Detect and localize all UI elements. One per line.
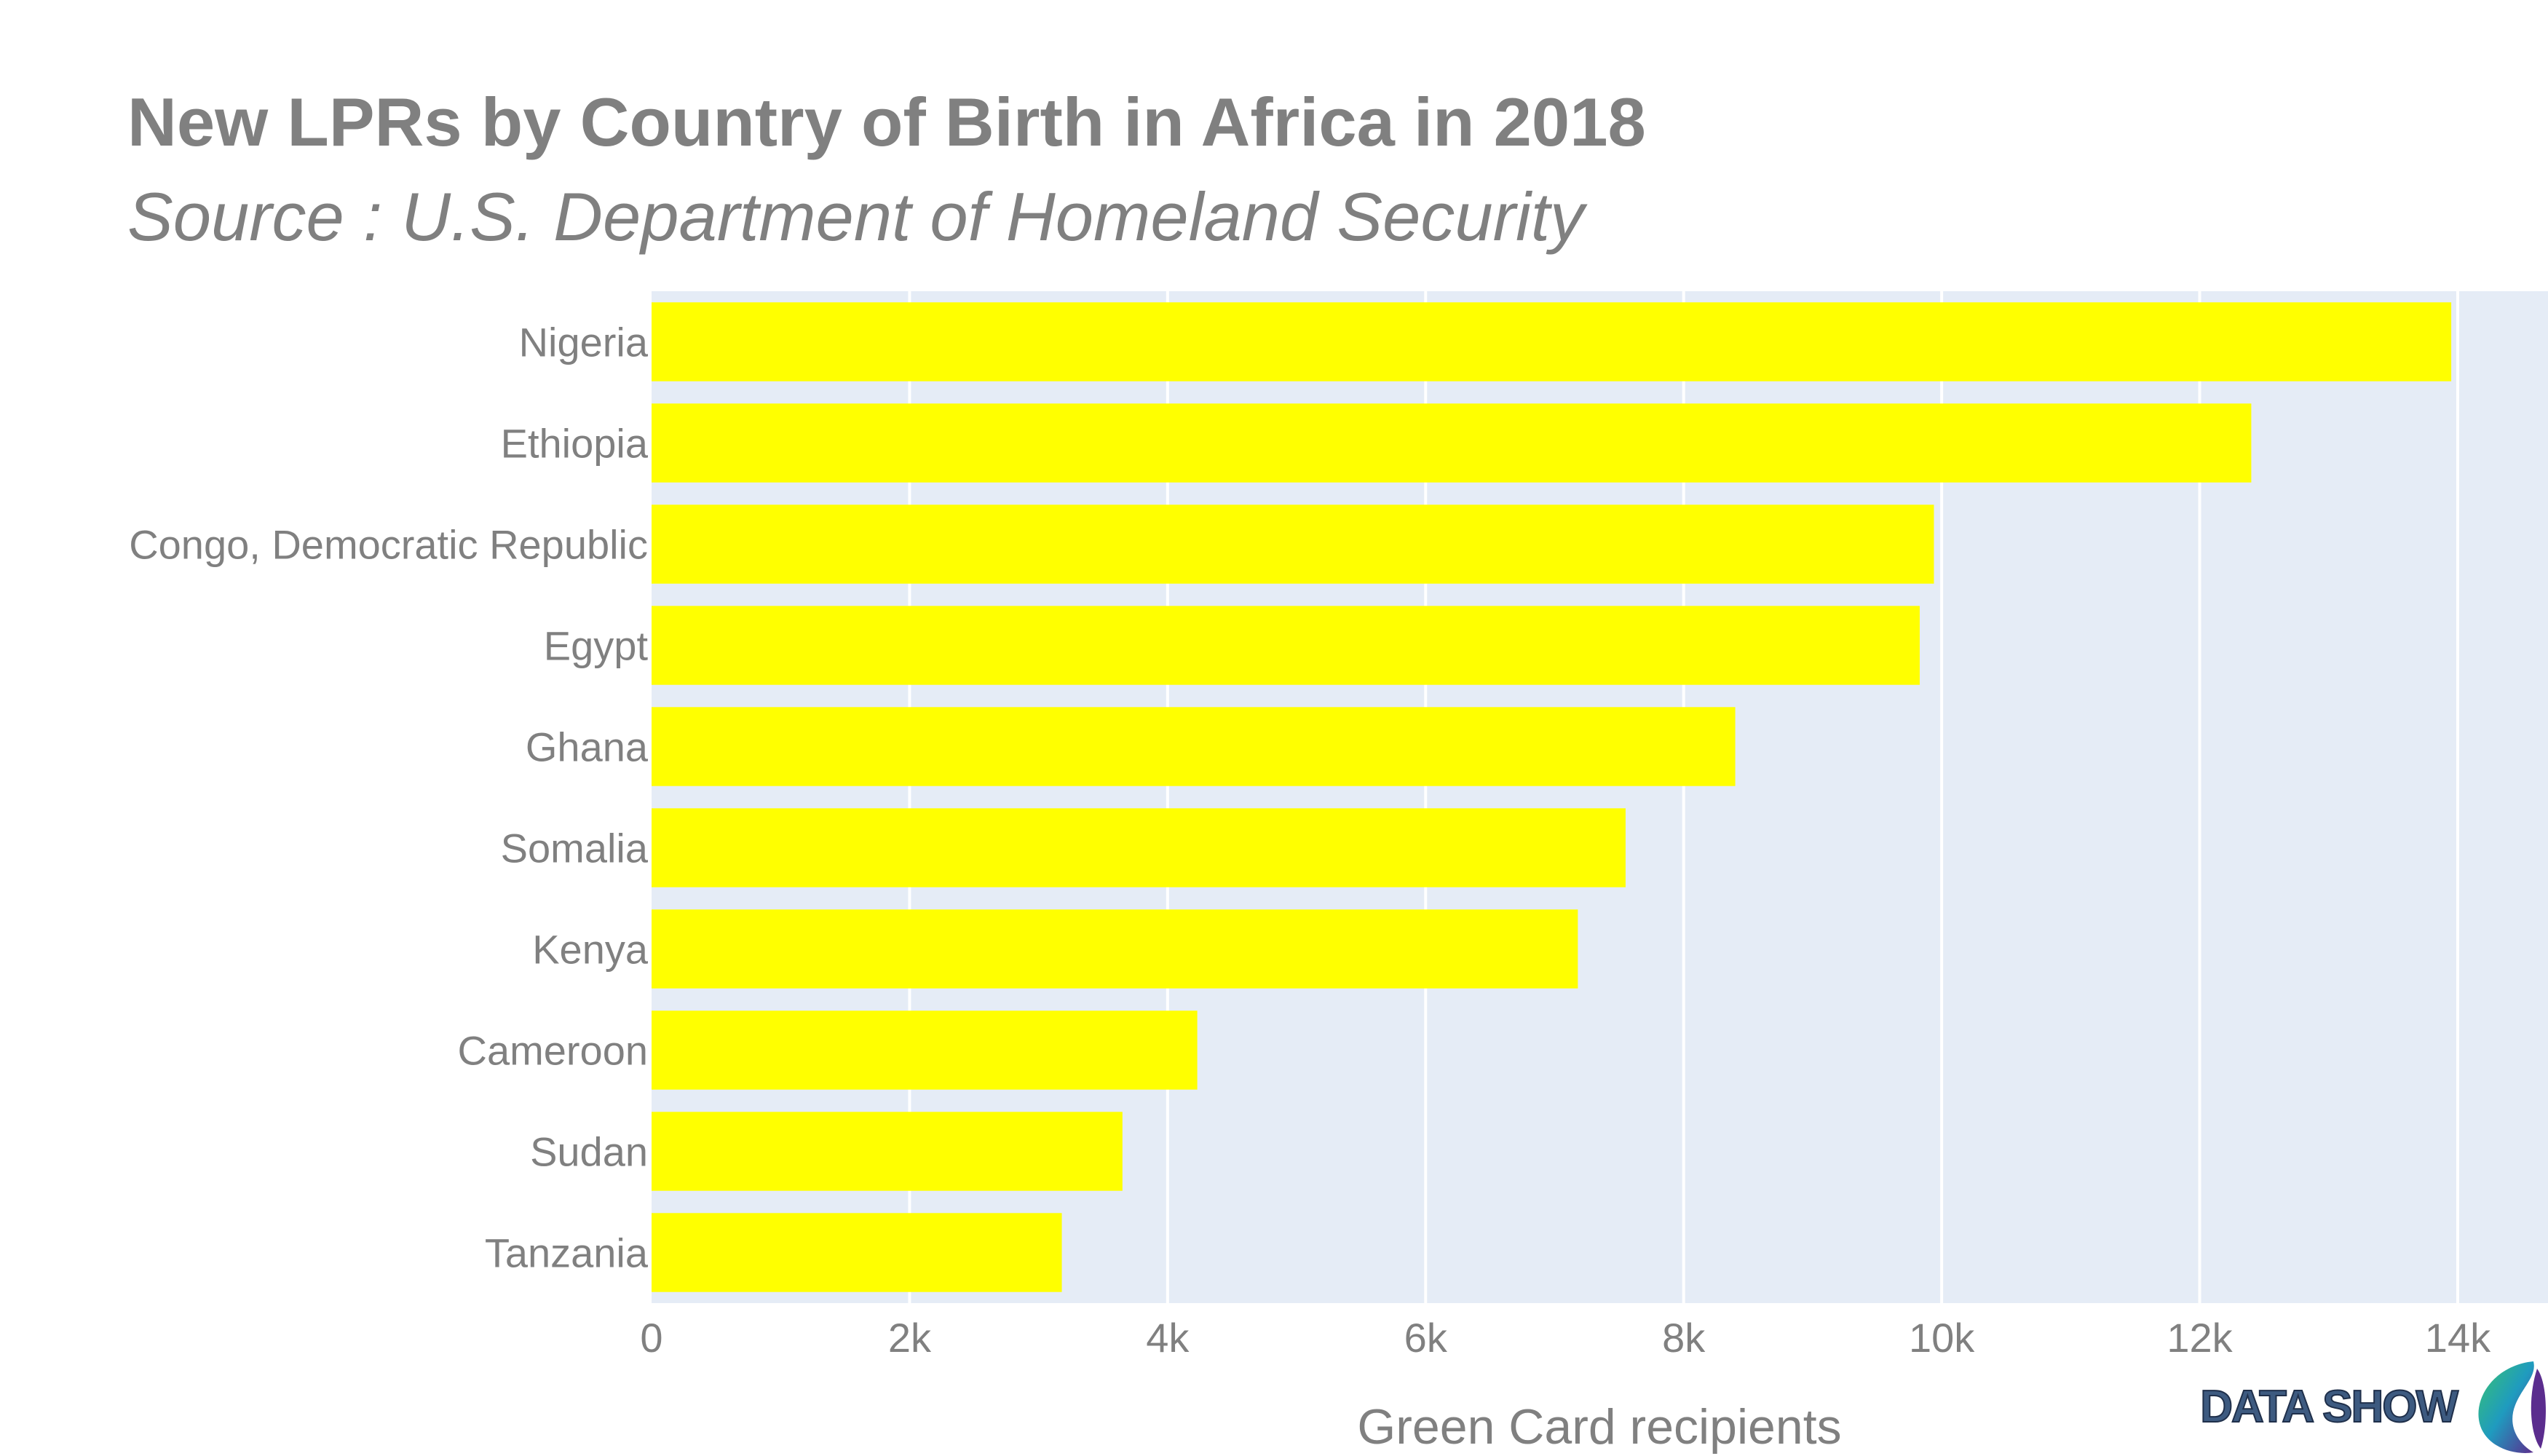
y-tick-label: Tanzania (485, 1230, 649, 1276)
logo-emblem-wing-icon (2531, 1369, 2546, 1449)
logo-emblem-icon (2478, 1361, 2534, 1453)
chart-subtitle: Source : U.S. Department of Homeland Sec… (127, 178, 1588, 255)
bar (652, 909, 1578, 989)
y-tick-label: Congo, Democratic Republic (129, 522, 648, 568)
x-tick-label: 14k (2425, 1315, 2491, 1361)
bar (652, 707, 1736, 786)
bar (652, 606, 1920, 685)
data-show-logo: DATA SHOW (2199, 1361, 2546, 1453)
y-tick-label: Cameroon (458, 1028, 648, 1074)
y-tick-label: Somalia (501, 826, 649, 871)
y-tick-label: Sudan (530, 1129, 648, 1175)
x-tick-label: 0 (640, 1315, 662, 1361)
y-tick-label: Kenya (532, 927, 649, 973)
bar (652, 1010, 1198, 1090)
x-axis-title: Green Card recipients (1357, 1399, 1841, 1455)
x-tick-label: 10k (1909, 1315, 1975, 1361)
bar (652, 808, 1626, 887)
bar (652, 1213, 1062, 1292)
y-tick-label: Egypt (544, 623, 649, 669)
x-tick-label: 12k (2167, 1315, 2233, 1361)
bar (652, 505, 1934, 584)
x-tick-label: 4k (1146, 1315, 1190, 1361)
x-tick-label: 2k (888, 1315, 932, 1361)
bar (652, 1112, 1123, 1191)
x-tick-label: 6k (1404, 1315, 1448, 1361)
y-tick-label: Nigeria (519, 320, 649, 365)
logo-text: DATA SHOW (2200, 1382, 2458, 1432)
y-tick-labels: Nigeria Ethiopia Congo, Democratic Republi… (129, 320, 649, 1276)
chart-title: New LPRs by Country of Birth in Africa i… (127, 84, 1646, 160)
bar (652, 302, 2452, 381)
x-tick-labels: 0 2k 4k 6k 8k 10k 12k 14k (640, 1315, 2491, 1361)
bar (652, 403, 2252, 483)
y-tick-label: Ethiopia (501, 421, 649, 467)
bars (652, 302, 2452, 1292)
y-tick-label: Ghana (526, 724, 649, 770)
x-tick-label: 8k (1662, 1315, 1706, 1361)
